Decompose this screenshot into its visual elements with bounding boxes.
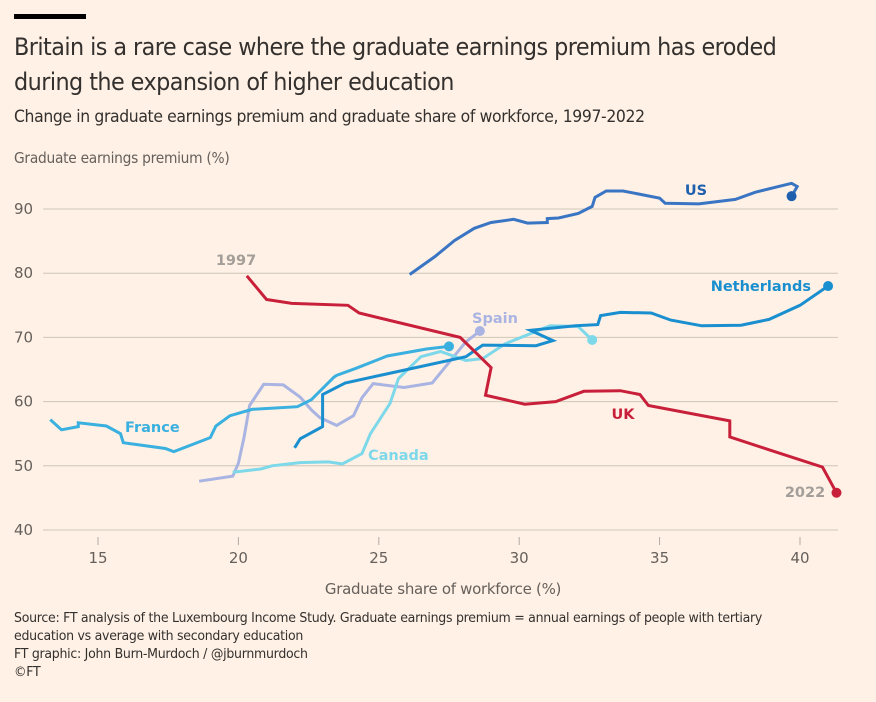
x-tick-label: 25 — [369, 549, 388, 567]
chart-title: Britain is a rare case where the graduat… — [14, 33, 777, 96]
chart-subtitle: Change in graduate earnings premium and … — [14, 107, 645, 127]
series-label-france: France — [125, 420, 180, 436]
end-marker-uk — [831, 487, 842, 498]
y-tick-label: 50 — [14, 457, 33, 475]
series-label-us: US — [685, 183, 707, 199]
series-label-spain: Spain — [472, 311, 518, 327]
series-labels: US Netherlands France Spain Canada UK 1997 2022 — [125, 183, 825, 501]
x-tick-label: 35 — [650, 549, 669, 567]
y-tick-labels: 40 50 60 70 80 90 — [14, 200, 33, 539]
y-tick-label: 40 — [14, 521, 33, 539]
series-label-uk: UK — [611, 407, 635, 423]
x-tick-label: 15 — [88, 549, 107, 567]
series-line-france — [49, 344, 450, 454]
annotation-year-1997: 1997 — [216, 253, 256, 269]
x-tick-label: 40 — [790, 549, 809, 567]
series-line-canada — [232, 324, 594, 474]
series-line-spain — [198, 329, 481, 483]
y-tick-label: 80 — [14, 264, 33, 282]
y-tick-label: 70 — [14, 328, 33, 346]
y-tick-label: 90 — [14, 200, 33, 218]
series-line-uk — [245, 274, 838, 494]
copyright: ©FT — [14, 664, 41, 680]
series-line-netherlands — [293, 284, 829, 449]
source-note-line-2: education vs average with secondary educ… — [14, 628, 304, 644]
x-tick-labels: 15 20 25 30 35 40 — [88, 537, 810, 567]
end-marker-netherlands — [823, 281, 834, 292]
gridlines — [43, 208, 838, 531]
footer: Source: FT analysis of the Luxembourg In… — [14, 609, 814, 681]
series-line-us — [408, 181, 800, 276]
x-tick-label: 20 — [229, 549, 248, 567]
ft-brand-bar — [14, 14, 86, 19]
end-marker-us — [786, 191, 797, 202]
x-tick-label: 30 — [510, 549, 529, 567]
end-marker-spain — [474, 325, 485, 336]
end-marker-canada — [587, 334, 598, 345]
series-label-netherlands: Netherlands — [711, 279, 811, 295]
annotation-year-2022: 2022 — [785, 485, 825, 501]
series-lines — [49, 181, 842, 498]
graphic-credit: FT graphic: John Burn-Murdoch / @jburnmu… — [14, 646, 308, 662]
end-marker-france — [444, 341, 454, 352]
y-axis-label: Graduate earnings premium (%) — [14, 149, 230, 167]
y-tick-label: 60 — [14, 393, 33, 411]
x-axis-label: Graduate share of workforce (%) — [325, 580, 561, 598]
source-note-line-1: Source: FT analysis of the Luxembourg In… — [14, 610, 763, 626]
series-label-canada: Canada — [368, 448, 429, 464]
